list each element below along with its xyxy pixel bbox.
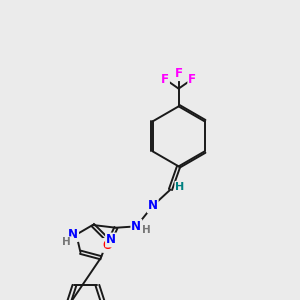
Text: O: O (103, 239, 113, 252)
Text: N: N (148, 200, 158, 212)
Text: N: N (106, 233, 116, 247)
Text: F: F (161, 73, 169, 85)
Text: H: H (176, 182, 184, 192)
Text: F: F (188, 73, 196, 85)
Text: N: N (68, 228, 78, 241)
Text: F: F (175, 67, 183, 80)
Text: H: H (142, 225, 151, 235)
Text: H: H (62, 237, 71, 247)
Text: N: N (131, 220, 141, 233)
